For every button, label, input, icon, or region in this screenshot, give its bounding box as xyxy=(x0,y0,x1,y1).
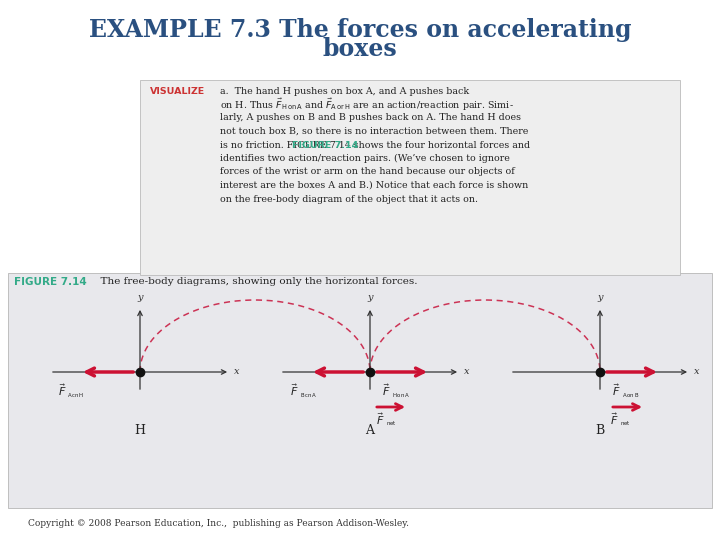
Text: H: H xyxy=(135,423,145,436)
Text: B: B xyxy=(595,423,605,436)
Text: A: A xyxy=(366,423,374,436)
Text: $\vec{F}$: $\vec{F}$ xyxy=(610,411,618,427)
Text: x: x xyxy=(234,368,240,376)
Text: FIGURE 7.14: FIGURE 7.14 xyxy=(14,277,86,287)
Text: not touch box B, so there is no interaction between them. There: not touch box B, so there is no interact… xyxy=(220,127,528,136)
Text: VISUALIZE: VISUALIZE xyxy=(150,86,205,96)
Text: $_{\mathrm{net}}$: $_{\mathrm{net}}$ xyxy=(386,418,397,428)
Text: larly, A pushes on B and B pushes back on A. The hand H does: larly, A pushes on B and B pushes back o… xyxy=(220,113,521,123)
Text: $_{\mathrm{A\,cn\,H}}$: $_{\mathrm{A\,cn\,H}}$ xyxy=(67,392,84,401)
Text: boxes: boxes xyxy=(323,37,397,61)
Text: identifies two action/reaction pairs. (We’ve chosen to ignore: identifies two action/reaction pairs. (W… xyxy=(220,154,510,163)
Text: $_{\mathrm{net}}$: $_{\mathrm{net}}$ xyxy=(620,418,631,428)
Text: x: x xyxy=(694,368,700,376)
Text: EXAMPLE 7.3 The forces on accelerating: EXAMPLE 7.3 The forces on accelerating xyxy=(89,18,631,42)
Text: $\vec{F}$: $\vec{F}$ xyxy=(376,411,384,427)
Text: y: y xyxy=(367,293,373,302)
Text: interest are the boxes A and B.) Notice that each force is shown: interest are the boxes A and B.) Notice … xyxy=(220,181,528,190)
Bar xyxy=(8,273,712,508)
Text: x: x xyxy=(464,368,469,376)
Text: y: y xyxy=(598,293,603,302)
Text: forces of the wrist or arm on the hand because our objects of: forces of the wrist or arm on the hand b… xyxy=(220,167,515,177)
Text: on H. Thus $\vec{F}_{\mathrm{H\,on\,A}}$ and $\vec{F}_{\mathrm{A\,or\,H}}$ are a: on H. Thus $\vec{F}_{\mathrm{H\,on\,A}}$… xyxy=(220,97,514,113)
Text: FIGURE 7.14: FIGURE 7.14 xyxy=(292,140,359,150)
Text: $\vec{F}$: $\vec{F}$ xyxy=(382,382,390,398)
Text: on the free-body diagram of the object that it acts on.: on the free-body diagram of the object t… xyxy=(220,194,478,204)
Text: $\vec{F}$: $\vec{F}$ xyxy=(612,382,621,398)
Text: The free-body diagrams, showing only the horizontal forces.: The free-body diagrams, showing only the… xyxy=(94,278,418,287)
Text: a.  The hand H pushes on box A, and A pushes back: a. The hand H pushes on box A, and A pus… xyxy=(220,86,469,96)
Text: $\vec{F}$: $\vec{F}$ xyxy=(58,382,66,398)
Text: $\vec{F}$: $\vec{F}$ xyxy=(290,382,299,398)
Text: is no friction. FIGURE 7.14 shows the four horizontal forces and: is no friction. FIGURE 7.14 shows the fo… xyxy=(220,140,530,150)
Text: $_{\mathrm{A\,on\,B}}$: $_{\mathrm{A\,on\,B}}$ xyxy=(622,392,639,401)
Text: y: y xyxy=(138,293,143,302)
Bar xyxy=(140,80,680,275)
Text: $_{\mathrm{B\,cn\,A}}$: $_{\mathrm{B\,cn\,A}}$ xyxy=(300,392,318,401)
Text: Copyright © 2008 Pearson Education, Inc.,  publishing as Pearson Addison-Wesley.: Copyright © 2008 Pearson Education, Inc.… xyxy=(28,519,409,529)
Text: $_{\mathrm{H\,on\,A}}$: $_{\mathrm{H\,on\,A}}$ xyxy=(392,392,410,401)
